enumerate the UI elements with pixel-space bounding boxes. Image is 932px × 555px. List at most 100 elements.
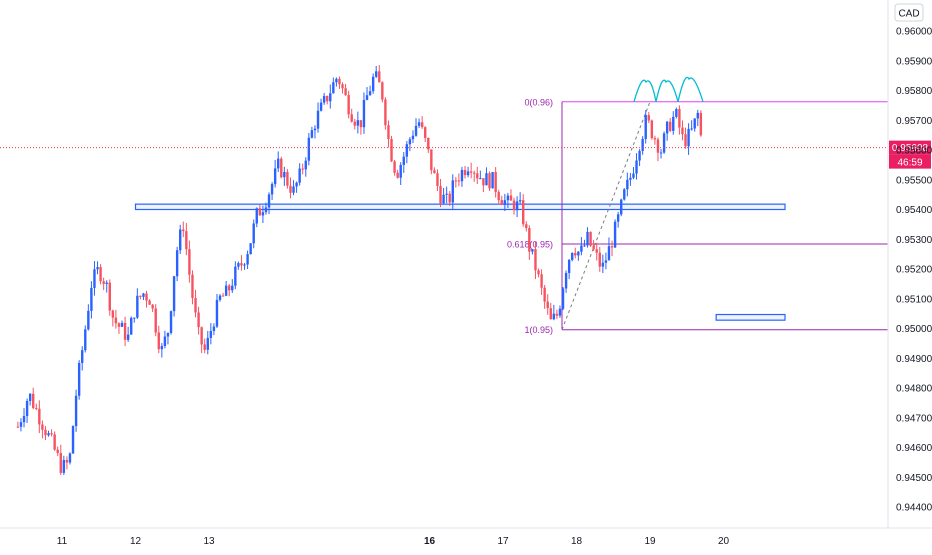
candle-body (405, 144, 409, 157)
candle-body (28, 393, 32, 401)
candle-body (457, 180, 461, 182)
candle-body (188, 249, 191, 275)
price-tick-label: 0.94600 (896, 443, 932, 454)
candle-body (595, 249, 598, 253)
fib-trend-line (561, 101, 651, 330)
candle-body (344, 88, 347, 96)
candle-body (194, 298, 197, 313)
candle-body (273, 168, 277, 185)
candle-body (375, 71, 378, 77)
candle-body (243, 264, 246, 266)
candle-body (179, 229, 182, 251)
price-tick-label: 0.95800 (896, 86, 932, 97)
candle-body (102, 281, 105, 285)
price-tick-label: 0.95300 (896, 235, 932, 246)
candle-body (610, 246, 614, 248)
price-tick-label: 0.95600 (896, 146, 932, 157)
candle-body (120, 322, 124, 327)
candle-body (693, 118, 696, 129)
candle-body (221, 295, 225, 297)
currency-label: CAD (898, 9, 919, 20)
candle-body (473, 172, 476, 174)
candle-body (561, 288, 565, 309)
pattern-layer (633, 76, 704, 102)
candle-body (65, 459, 69, 463)
candle-body (411, 135, 415, 140)
candle-body (139, 295, 142, 297)
candle-body (537, 270, 540, 275)
candle-body (371, 76, 375, 92)
candle-body (25, 400, 29, 417)
candle-body (99, 267, 102, 282)
candle-body (292, 186, 295, 193)
candle-body (604, 260, 608, 263)
candle-body (77, 363, 81, 396)
candle-body (108, 282, 111, 311)
candle-body (74, 395, 78, 427)
candle-body (555, 313, 559, 316)
candle-body (206, 337, 209, 350)
candle-body (38, 408, 41, 425)
candle-body (185, 231, 188, 250)
candle-body (662, 133, 666, 153)
candle-body (552, 313, 556, 320)
candle-body (163, 336, 167, 347)
candle-body (169, 311, 173, 333)
candle-body (255, 208, 258, 224)
candle-body (295, 182, 298, 187)
candle-body (525, 224, 528, 228)
candle-body (90, 287, 93, 311)
candle-body (699, 112, 703, 136)
candle-body (675, 109, 678, 117)
candle-body (166, 332, 170, 337)
candle-body (629, 177, 632, 180)
candle-body (277, 158, 280, 169)
candle-body (261, 212, 265, 216)
candle-body (534, 249, 537, 271)
price-tick-label: 0.94400 (896, 503, 932, 514)
candle-body (669, 121, 672, 131)
candle-body (145, 293, 148, 301)
candle-body (387, 125, 390, 140)
candle-body (111, 310, 115, 318)
price-tick-label: 0.95000 (896, 324, 932, 335)
candle-body (50, 433, 53, 435)
candle-body (246, 254, 249, 265)
candle-body (451, 180, 454, 203)
candle-body (298, 168, 301, 183)
candle-body (518, 200, 522, 202)
candle-body (402, 156, 405, 165)
candle-body (368, 91, 372, 96)
candle-body (463, 169, 467, 176)
candle-body (200, 327, 203, 345)
candle-body (234, 266, 237, 286)
zones-layer (134, 203, 786, 321)
candle-body (690, 128, 693, 130)
candle-body (307, 137, 311, 161)
price-tick-label: 0.95200 (896, 265, 932, 276)
candle-body (509, 195, 513, 201)
candle-body (607, 246, 611, 261)
candle-body (19, 422, 23, 427)
fib-level-label: 0(0.96) (524, 97, 553, 107)
candle-body (322, 95, 326, 103)
candle-body (252, 223, 255, 244)
candle-body (647, 115, 650, 121)
candle-body (59, 453, 62, 473)
candle-body (175, 250, 179, 277)
candle-body (240, 263, 243, 266)
candle-body (378, 71, 381, 83)
candle-body (71, 426, 75, 454)
candle-body (359, 120, 363, 128)
candle-body (543, 287, 546, 302)
candle-body (430, 149, 433, 171)
countdown-label: 46:59 (897, 158, 922, 169)
candle-body (515, 201, 519, 211)
candle-body (433, 170, 436, 174)
candle-body (154, 308, 157, 333)
candle-body (500, 200, 503, 205)
candle-body (494, 172, 497, 193)
